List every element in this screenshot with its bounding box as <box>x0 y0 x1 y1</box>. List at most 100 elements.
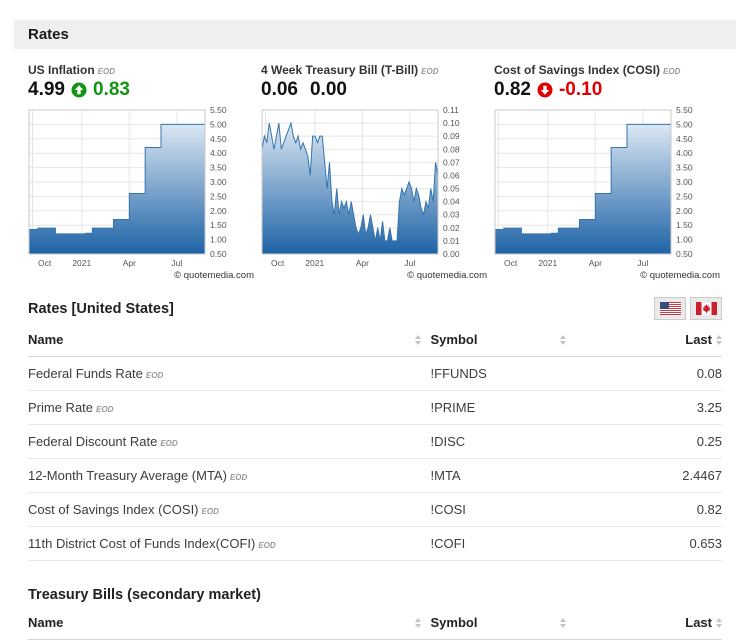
canada-flag-button[interactable] <box>690 297 722 320</box>
tbills-table-section: Treasury Bills (secondary market) Name S… <box>28 587 722 640</box>
chart-title: 4 Week Treasury Bill (T-Bill) EOD <box>261 63 489 77</box>
svg-text:2.50: 2.50 <box>676 191 693 201</box>
svg-text:3.50: 3.50 <box>210 163 227 173</box>
quotemedia-credit: © quotemedia.com <box>640 270 720 281</box>
svg-text:Apr: Apr <box>589 258 602 268</box>
rates-table: Name Symbol Last Federal Funds Rate EOD !F… <box>28 324 722 561</box>
quote-value: 0.06 <box>261 79 298 100</box>
charts-row: US Inflation EOD 4.99 0.83 0.50 1.00 1.50 2.… <box>14 49 736 281</box>
svg-text:0.05: 0.05 <box>443 184 460 194</box>
country-flags <box>654 297 722 320</box>
symbol-cell: !FFUNDS <box>430 356 577 391</box>
us-flag-icon <box>659 302 681 315</box>
rate-name-cell: Prime Rate EOD <box>28 390 431 425</box>
svg-text:0.50: 0.50 <box>210 249 227 259</box>
tbills-section-head: Treasury Bills (secondary market) <box>28 587 722 603</box>
last-value-cell: 0.08 <box>576 356 722 391</box>
down-arrow-icon <box>537 82 553 98</box>
svg-text:Jul: Jul <box>171 258 182 268</box>
svg-text:2021: 2021 <box>72 258 91 268</box>
column-header-last[interactable]: Last <box>576 324 722 357</box>
column-header-symbol[interactable]: Symbol <box>430 607 577 640</box>
symbol-cell: !DISC <box>430 424 577 459</box>
rate-name: Prime Rate <box>28 400 94 415</box>
sort-icon[interactable] <box>560 334 567 345</box>
rate-name-cell: 11th District Cost of Funds Index(COFI) E… <box>28 526 431 561</box>
eod-label: EOD <box>96 405 114 414</box>
column-header-symbol[interactable]: Symbol <box>430 324 577 357</box>
last-value-cell: 2.4467 <box>576 458 722 493</box>
last-value-cell: 0.653 <box>576 526 722 561</box>
chart-title: US Inflation EOD <box>28 63 256 77</box>
svg-text:3.00: 3.00 <box>676 177 693 187</box>
column-label: Last <box>685 332 712 347</box>
quote-line: 0.82 -0.10 <box>494 79 722 101</box>
svg-text:5.50: 5.50 <box>676 105 693 115</box>
svg-text:1.50: 1.50 <box>676 220 693 230</box>
svg-text:0.06: 0.06 <box>443 170 460 180</box>
eod-label: EOD <box>258 541 276 550</box>
svg-text:Apr: Apr <box>356 258 369 268</box>
sort-icon[interactable] <box>716 617 722 628</box>
column-label: Name <box>28 332 64 347</box>
rates-table-section: Rates [United States] <box>28 297 722 561</box>
svg-text:4.00: 4.00 <box>210 148 227 158</box>
canada-flag-icon <box>695 302 717 315</box>
rate-name: 11th District Cost of Funds Index(COFI) <box>28 536 256 551</box>
rate-name-cell: Federal Funds Rate EOD <box>28 356 431 391</box>
sort-icon[interactable] <box>414 334 421 345</box>
svg-text:0.50: 0.50 <box>676 249 693 259</box>
svg-text:3.50: 3.50 <box>676 163 693 173</box>
symbol-cell: !PRIME <box>430 390 577 425</box>
eod-label: EOD <box>229 473 248 482</box>
svg-text:0.09: 0.09 <box>443 131 460 141</box>
eod-label: EOD <box>145 371 164 380</box>
chart-title-text: US Inflation <box>28 63 95 77</box>
table-row: Prime Rate EOD !PRIME 3.25 <box>28 390 722 425</box>
svg-text:Jul: Jul <box>637 258 648 268</box>
chart-title: Cost of Savings Index (COSI) EOD <box>494 63 722 77</box>
symbol-cell: !COFI <box>430 526 577 561</box>
rate-name: Federal Funds Rate <box>28 366 143 381</box>
column-label: Symbol <box>430 332 478 347</box>
svg-text:5.00: 5.00 <box>676 119 693 129</box>
column-label: Symbol <box>430 615 478 630</box>
svg-text:4.50: 4.50 <box>210 134 227 144</box>
rate-name: Cost of Savings Index (COSI) <box>28 502 199 517</box>
quote-line: 4.99 0.83 <box>28 79 256 101</box>
column-header-name[interactable]: Name <box>28 607 431 640</box>
quotemedia-credit: © quotemedia.com <box>174 270 254 281</box>
table-row: Federal Discount Rate EOD !DISC 0.25 <box>28 424 722 459</box>
sort-icon[interactable] <box>716 334 722 345</box>
chart-card-tbill: 4 Week Treasury Bill (T-Bill) EOD 0.06 0.… <box>261 63 489 281</box>
last-value-cell: 3.25 <box>576 390 722 425</box>
eod-label: EOD <box>663 67 681 76</box>
svg-text:1.00: 1.00 <box>210 235 227 245</box>
column-header-name[interactable]: Name <box>28 324 431 357</box>
sort-icon[interactable] <box>560 617 567 628</box>
tbill-chart: 0.00 0.01 0.02 0.03 0.04 0.05 0.06 0.07 0.08 0.09… <box>261 105 460 268</box>
quote-change: 0.00 <box>309 79 347 100</box>
chart-title-text: Cost of Savings Index (COSI) <box>494 63 661 77</box>
last-value-cell: 0.25 <box>576 424 722 459</box>
rate-name-cell: 12-Month Treasury Average (MTA) EOD <box>28 458 431 493</box>
us-flag-button[interactable] <box>654 297 686 320</box>
chart-card-us-inflation: US Inflation EOD 4.99 0.83 0.50 1.00 1.50 2.… <box>28 63 256 281</box>
svg-text:0.10: 0.10 <box>443 118 460 128</box>
svg-text:2021: 2021 <box>305 258 324 268</box>
svg-text:1.50: 1.50 <box>210 220 227 230</box>
symbol-cell: !COSI <box>430 492 577 527</box>
svg-text:Oct: Oct <box>271 258 285 268</box>
svg-text:0.08: 0.08 <box>443 144 460 154</box>
table-row: Cost of Savings Index (COSI) EOD !COSI 0.82 <box>28 492 722 527</box>
tbills-table-header-row: Name Symbol Last <box>28 607 722 640</box>
column-header-last[interactable]: Last <box>576 607 722 640</box>
sort-icon[interactable] <box>414 617 421 628</box>
eod-label: EOD <box>201 507 219 516</box>
svg-text:Jul: Jul <box>404 258 415 268</box>
rates-table-body: Federal Funds Rate EOD !FFUNDS 0.08 Prime Ra… <box>28 356 722 561</box>
rates-section-head: Rates [United States] <box>28 297 722 320</box>
tbills-table: Name Symbol Last <box>28 607 722 640</box>
svg-text:2.00: 2.00 <box>676 206 693 216</box>
tbills-table-title: Treasury Bills (secondary market) <box>28 587 261 603</box>
